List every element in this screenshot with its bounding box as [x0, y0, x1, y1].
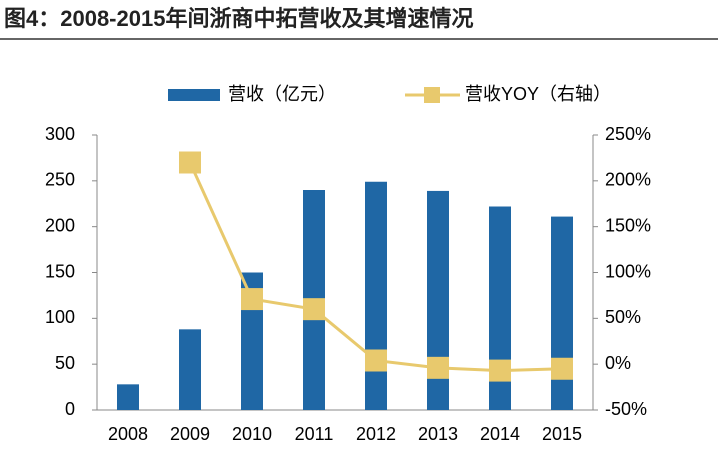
y-tick-label: 300: [45, 124, 75, 144]
x-tick-label: 2014: [480, 424, 520, 444]
bar: [489, 206, 511, 410]
y2-tick-label: 250%: [605, 124, 651, 144]
marker: [303, 298, 325, 321]
legend-swatch: [168, 89, 220, 101]
y-tick-label: 200: [45, 215, 75, 235]
y-tick-label: 100: [45, 307, 75, 327]
y-tick-label: 150: [45, 261, 75, 281]
bar: [551, 216, 573, 410]
marker: [551, 357, 573, 380]
x-tick-label: 2012: [356, 424, 396, 444]
marker: [489, 359, 511, 382]
y-tick-label: 250: [45, 170, 75, 190]
y2-tick-label: 0%: [605, 353, 631, 373]
y-tick-label: 0: [65, 399, 75, 419]
y-tick-label: 50: [55, 353, 75, 373]
x-tick-label: 2011: [295, 424, 334, 444]
x-tick-label: 2009: [170, 424, 210, 444]
y2-tick-label: 100%: [605, 261, 651, 281]
x-tick-label: 2013: [418, 424, 458, 444]
legend-label: 营收（亿元）: [228, 84, 336, 104]
y2-tick-label: 150%: [605, 215, 651, 235]
y2-tick-label: 50%: [605, 307, 641, 327]
chart-title: 图4：2008-2015年间浙商中拓营收及其增速情况: [4, 6, 473, 31]
marker: [365, 349, 387, 372]
marker: [427, 356, 449, 379]
x-tick-label: 2008: [108, 424, 148, 444]
x-tick-label: 2015: [542, 424, 582, 444]
x-tick-label: 2010: [232, 424, 272, 444]
marker: [179, 151, 201, 174]
bar: [179, 329, 201, 410]
bar: [365, 181, 387, 410]
bar: [117, 384, 139, 410]
y2-tick-label: -50%: [605, 399, 647, 419]
legend-label: 营收YOY（右轴）: [465, 84, 611, 104]
bar: [427, 190, 449, 410]
legend-swatch: [424, 87, 440, 103]
marker: [241, 288, 263, 311]
y2-tick-label: 200%: [605, 170, 651, 190]
